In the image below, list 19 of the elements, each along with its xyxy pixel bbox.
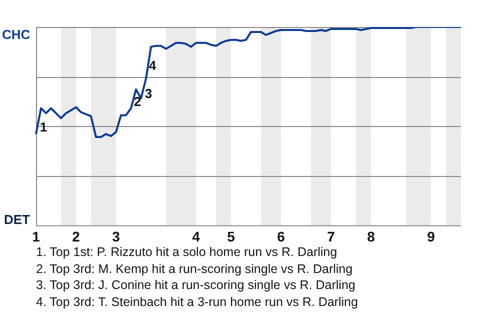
- x-tick-label: 1: [32, 228, 40, 244]
- annotation: 3: [144, 86, 152, 101]
- annotation: 2: [134, 94, 142, 109]
- text: 1. Top 1st: P. Rizzuto hit a solo home run vs R. Darling: [36, 244, 338, 260]
- x-tick-label: 5: [227, 228, 236, 244]
- x-tick-label: 6: [277, 228, 286, 244]
- x-tick-label: 9: [427, 228, 436, 244]
- x-tick-label: 4: [192, 228, 200, 244]
- text: 3. Top 3rd: J. Conine hit a run-scoring single vs R. Darling: [36, 277, 356, 294]
- text: DET: [4, 212, 30, 227]
- text: 4. Top 3rd: T. Steinbach hit a 3-run home run vs R. Darling: [36, 294, 358, 310]
- text: 2. Top 3rd: M. Kemp hit a run-scoring single vs R. Darling: [36, 260, 354, 277]
- text: CHC: [2, 27, 30, 42]
- x-tick-label: 8: [367, 228, 376, 244]
- annotation: 1: [40, 120, 48, 135]
- x-tick-label: 3: [112, 228, 120, 244]
- x-tick-label: 2: [72, 228, 80, 244]
- annotation: 4: [148, 58, 157, 74]
- x-tick-label: 7: [327, 228, 336, 244]
